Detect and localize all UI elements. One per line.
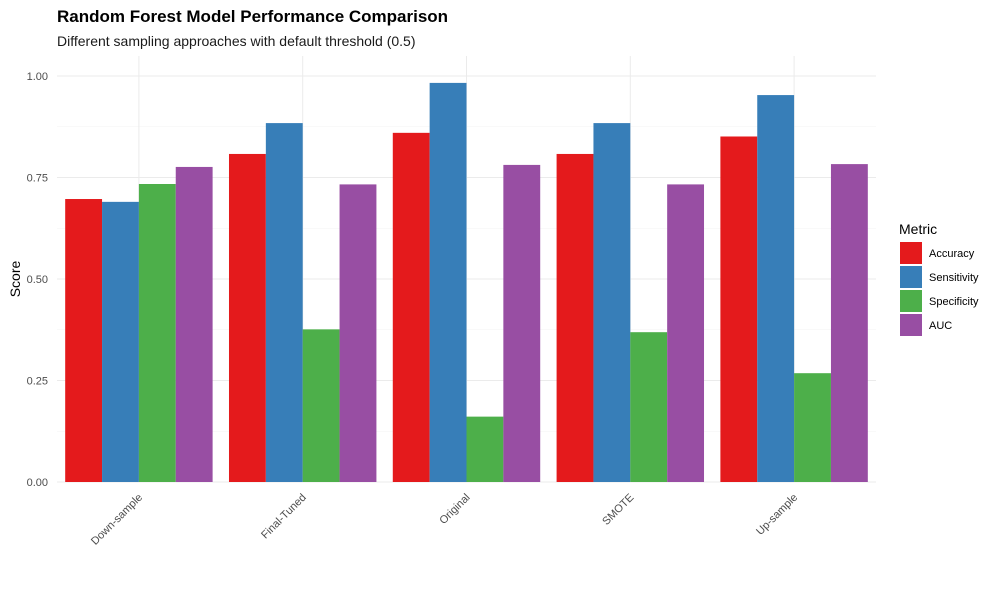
legend-label-auc: AUC bbox=[929, 320, 952, 332]
bar-specificity-down-sample bbox=[138, 184, 176, 482]
x-tick-label: SMOTE bbox=[600, 492, 636, 528]
bar-accuracy-up-sample bbox=[720, 136, 758, 483]
bar-specificity-up-sample bbox=[794, 373, 831, 482]
bar-specificity-final-tuned bbox=[302, 329, 340, 482]
bar-auc-smote bbox=[667, 184, 705, 482]
legend: Metric Accuracy Sensitivity Specificity AUC bbox=[899, 221, 979, 336]
y-tick-label: 0.75 bbox=[27, 173, 48, 185]
bar-accuracy-smote bbox=[556, 153, 594, 482]
bar-accuracy-original bbox=[392, 132, 430, 482]
legend-title: Metric bbox=[899, 221, 937, 237]
bar-auc-original bbox=[503, 164, 541, 482]
bar-sensitivity-down-sample bbox=[102, 201, 139, 483]
bar-specificity-smote bbox=[630, 332, 668, 482]
legend-label-accuracy: Accuracy bbox=[929, 248, 975, 260]
y-tick-label: 0.50 bbox=[27, 274, 48, 286]
y-axis-ticks: 0.00 0.25 0.50 0.75 1.00 bbox=[27, 71, 48, 489]
x-tick-label: Up-sample bbox=[754, 492, 800, 538]
x-tick-label: Final-Tuned bbox=[259, 492, 309, 542]
x-axis-ticks: Down-sample Final-Tuned Original SMOTE Up-sa… bbox=[89, 492, 800, 548]
legend-key-accuracy bbox=[900, 242, 922, 264]
legend-key-auc bbox=[900, 314, 922, 336]
legend-key-specificity bbox=[900, 290, 922, 312]
bars bbox=[65, 82, 868, 483]
bar-auc-down-sample bbox=[175, 166, 213, 482]
bar-accuracy-down-sample bbox=[65, 199, 103, 482]
bar-sensitivity-up-sample bbox=[757, 95, 795, 482]
bar-accuracy-final-tuned bbox=[228, 153, 266, 482]
x-tick-label: Original bbox=[437, 492, 472, 527]
bar-sensitivity-final-tuned bbox=[265, 123, 303, 482]
bar-sensitivity-original bbox=[429, 82, 467, 483]
bar-auc-up-sample bbox=[830, 164, 868, 482]
bar-sensitivity-smote bbox=[593, 123, 631, 482]
bar-specificity-original bbox=[466, 416, 504, 482]
y-tick-label: 0.00 bbox=[27, 477, 48, 489]
chart-title: Random Forest Model Performance Comparis… bbox=[57, 7, 448, 26]
legend-key-sensitivity bbox=[900, 266, 922, 288]
x-tick-label: Down-sample bbox=[89, 492, 145, 548]
y-tick-label: 0.25 bbox=[27, 376, 48, 388]
legend-label-sensitivity: Sensitivity bbox=[929, 272, 979, 284]
y-tick-label: 1.00 bbox=[27, 71, 48, 83]
y-axis-title: Score bbox=[7, 261, 23, 298]
bar-auc-final-tuned bbox=[339, 184, 377, 482]
legend-label-specificity: Specificity bbox=[929, 296, 979, 308]
chart-subtitle: Different sampling approaches with defau… bbox=[57, 33, 416, 49]
